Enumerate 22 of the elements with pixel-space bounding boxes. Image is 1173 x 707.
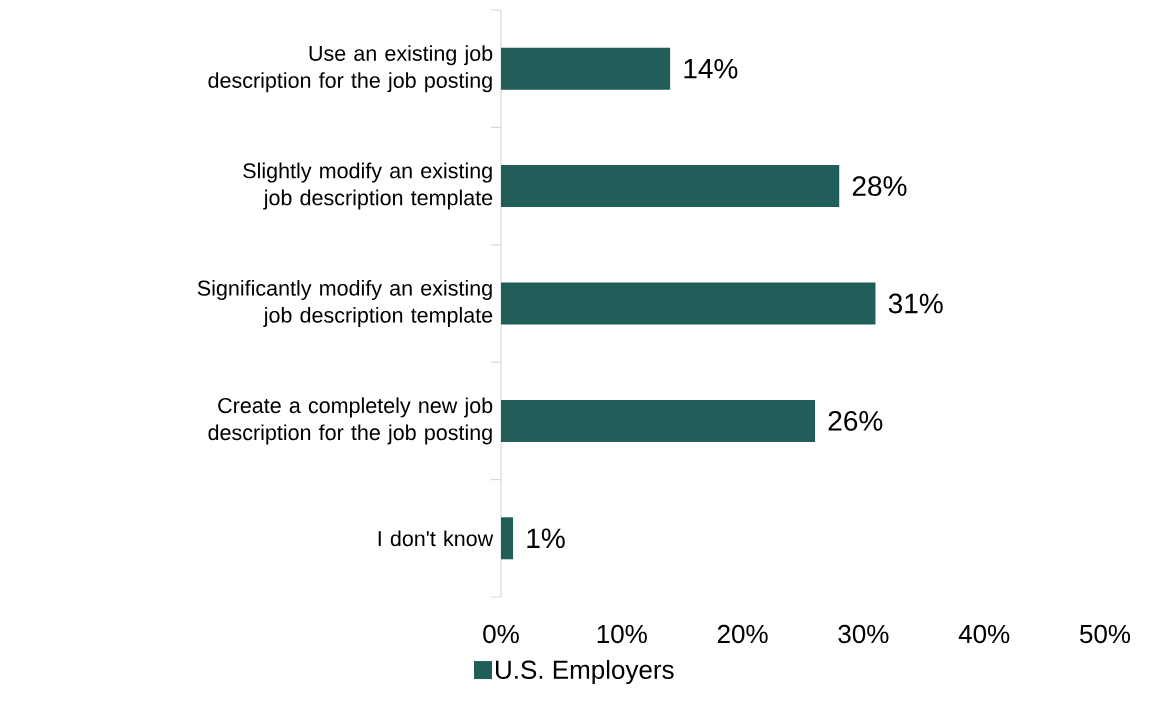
data-label: 14% — [684, 58, 738, 79]
bar — [500, 282, 876, 325]
bar — [500, 165, 840, 208]
x-tick-label: 20% — [717, 624, 768, 644]
legend-label: U.S. Employers — [496, 659, 674, 685]
y-tick-label: Significantly modify an existing job description template — [197, 279, 493, 328]
y-tick-label: Create a completely new job description for the job posting — [208, 397, 493, 445]
bar — [500, 399, 816, 442]
y-tick-label: Slightly modify an existing job description template — [243, 162, 493, 210]
data-label: 26% — [828, 410, 883, 431]
data-label: 28% — [852, 176, 907, 196]
data-label: 31% — [888, 293, 943, 314]
data-label: 1% — [527, 528, 565, 549]
x-tick-label: 50% — [1080, 624, 1131, 644]
bar — [500, 47, 671, 90]
x-tick-label: 30% — [838, 624, 889, 644]
x-tick-label: 40% — [958, 624, 1010, 644]
bar — [500, 517, 514, 560]
y-tick-label: Use an existing job description for the job posting — [208, 45, 493, 93]
x-tick-label: 0% — [483, 624, 519, 644]
x-tick-label: 10% — [597, 624, 647, 644]
y-tick-label: I don't know — [378, 530, 494, 547]
